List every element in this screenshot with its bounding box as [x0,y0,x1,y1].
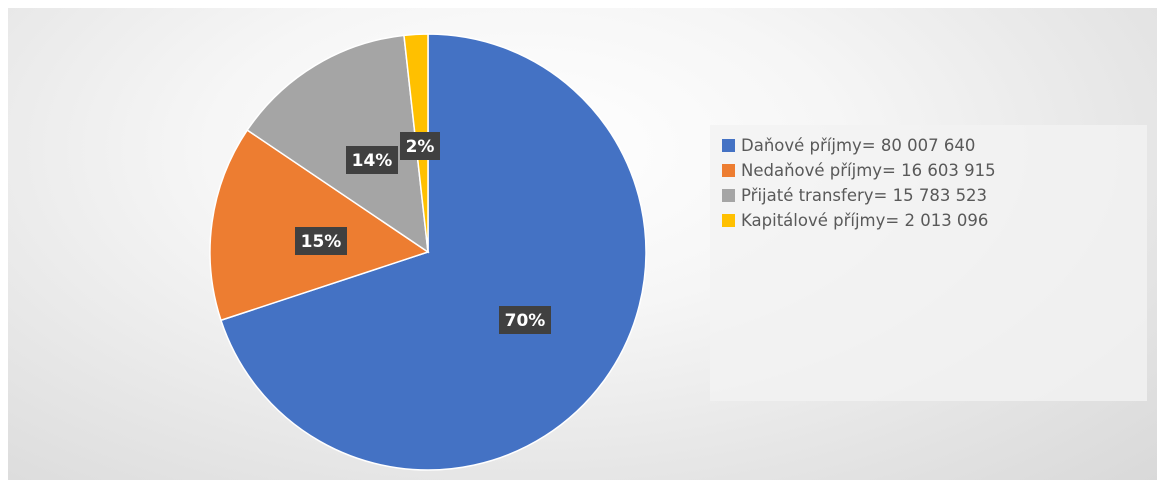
legend-swatch-kapitalove-prijmy [722,213,735,227]
legend: Daňové příjmy= 80 007 640 Nedaňové příjm… [710,125,1147,401]
pie-slice-danove-prijmy [220,33,647,471]
legend-item-prijate-transfery: Přijaté transfery= 15 783 523 [722,183,987,207]
data-label-box-nedanove-prijmy [295,227,347,255]
legend-label-prijate-transfery: Přijaté transfery= 15 783 523 [741,185,988,205]
legend-item-kapitalove-prijmy: Kapitálové příjmy= 2 013 096 [722,208,988,232]
data-label-nedanove-prijmy: 15% [301,232,342,252]
data-label-box-prijate-transfery [346,146,398,174]
pie-slices [209,33,647,471]
data-label-danove-prijmy: 70% [505,311,546,331]
legend-swatch-prijate-transfery [722,188,735,202]
data-label-box-danove-prijmy [499,306,551,334]
legend-item-danove-prijmy: Daňové příjmy= 80 007 640 [722,133,975,157]
legend-swatch-nedanove-prijmy [722,163,735,177]
legend-item-nedanove-prijmy: Nedaňové příjmy= 16 603 915 [722,158,996,182]
legend-label-nedanove-prijmy: Nedaňové příjmy= 16 603 915 [741,160,996,180]
data-label-prijate-transfery: 14% [352,151,393,171]
legend-label-kapitalove-prijmy: Kapitálové příjmy= 2 013 096 [741,210,989,230]
pie-data-labels: 70% 15% 14% 2% [295,132,551,334]
data-label-kapitalove-prijmy: 2% [406,137,435,157]
legend-label-danove-prijmy: Daňové příjmy= 80 007 640 [741,135,976,155]
data-label-box-kapitalove-prijmy [400,132,440,160]
pie-slice-nedanove-prijmy [209,129,430,322]
pie-slice-prijate-transfery [246,34,429,254]
pie-chart: 70% 15% 14% 2% [209,33,647,471]
legend-swatch-danove-prijmy [722,138,735,152]
chart-area: 70% 15% 14% 2% Daňové příjmy= 80 007 640 Ne… [8,8,1157,480]
